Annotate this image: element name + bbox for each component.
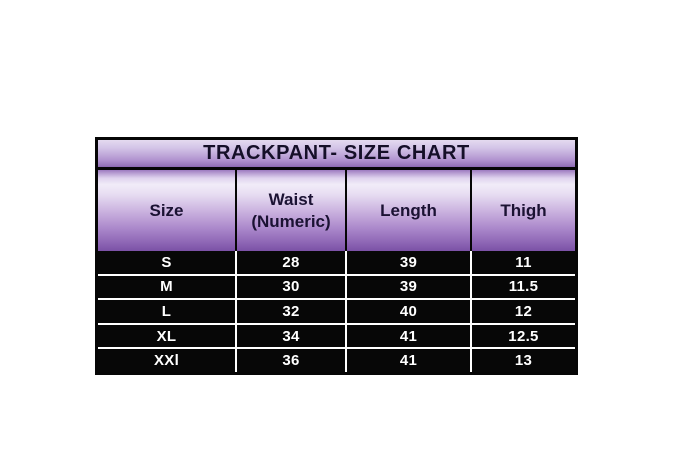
column-header-length: Length <box>347 170 472 251</box>
cell-waist: 34 <box>237 324 347 348</box>
cell-length: 41 <box>347 349 472 372</box>
cell-thigh: 11.5 <box>508 278 539 296</box>
table-row-xl: XL 34 41 12.5 <box>98 324 575 350</box>
size-chart-table: TRACKPANT- SIZE CHART Size Waist (Numeri… <box>95 137 578 375</box>
table-row-l: L 32 40 12 <box>98 300 575 325</box>
cell-size: XXl <box>98 349 237 372</box>
cell-size: S <box>98 251 237 274</box>
table-row-xxl: XXl 36 41 13 <box>98 349 575 372</box>
cell-size: M <box>98 275 237 299</box>
cell-waist: 32 <box>237 300 347 323</box>
cell-thigh: 13 <box>514 352 533 370</box>
cell-waist: 28 <box>237 251 347 274</box>
cell-size: XL <box>98 324 237 348</box>
cell-thigh: 12 <box>514 302 533 320</box>
size-chart-title: TRACKPANT- SIZE CHART <box>98 140 575 170</box>
cell-length: 39 <box>347 275 472 299</box>
cell-length: 39 <box>347 251 472 274</box>
column-header-waist: Waist (Numeric) <box>237 170 347 251</box>
cell-length: 41 <box>347 324 472 348</box>
cell-size: L <box>98 300 237 323</box>
column-header-size: Size <box>98 170 237 251</box>
cell-length: 40 <box>347 300 472 323</box>
table-row-m: M 30 39 11.5 <box>98 275 575 301</box>
column-header-thigh: Thigh <box>472 170 575 251</box>
cell-thigh: 12.5 <box>508 327 539 345</box>
table-header-row: Size Waist (Numeric) Length Thigh <box>98 170 575 251</box>
cell-waist: 36 <box>237 349 347 372</box>
table-row-s: S 28 39 11 <box>98 251 575 276</box>
cell-thigh: 11 <box>515 253 532 271</box>
table-body: S 28 39 11 M 30 39 11.5 L 32 40 12 XL 34… <box>98 251 575 372</box>
cell-waist: 30 <box>237 275 347 299</box>
